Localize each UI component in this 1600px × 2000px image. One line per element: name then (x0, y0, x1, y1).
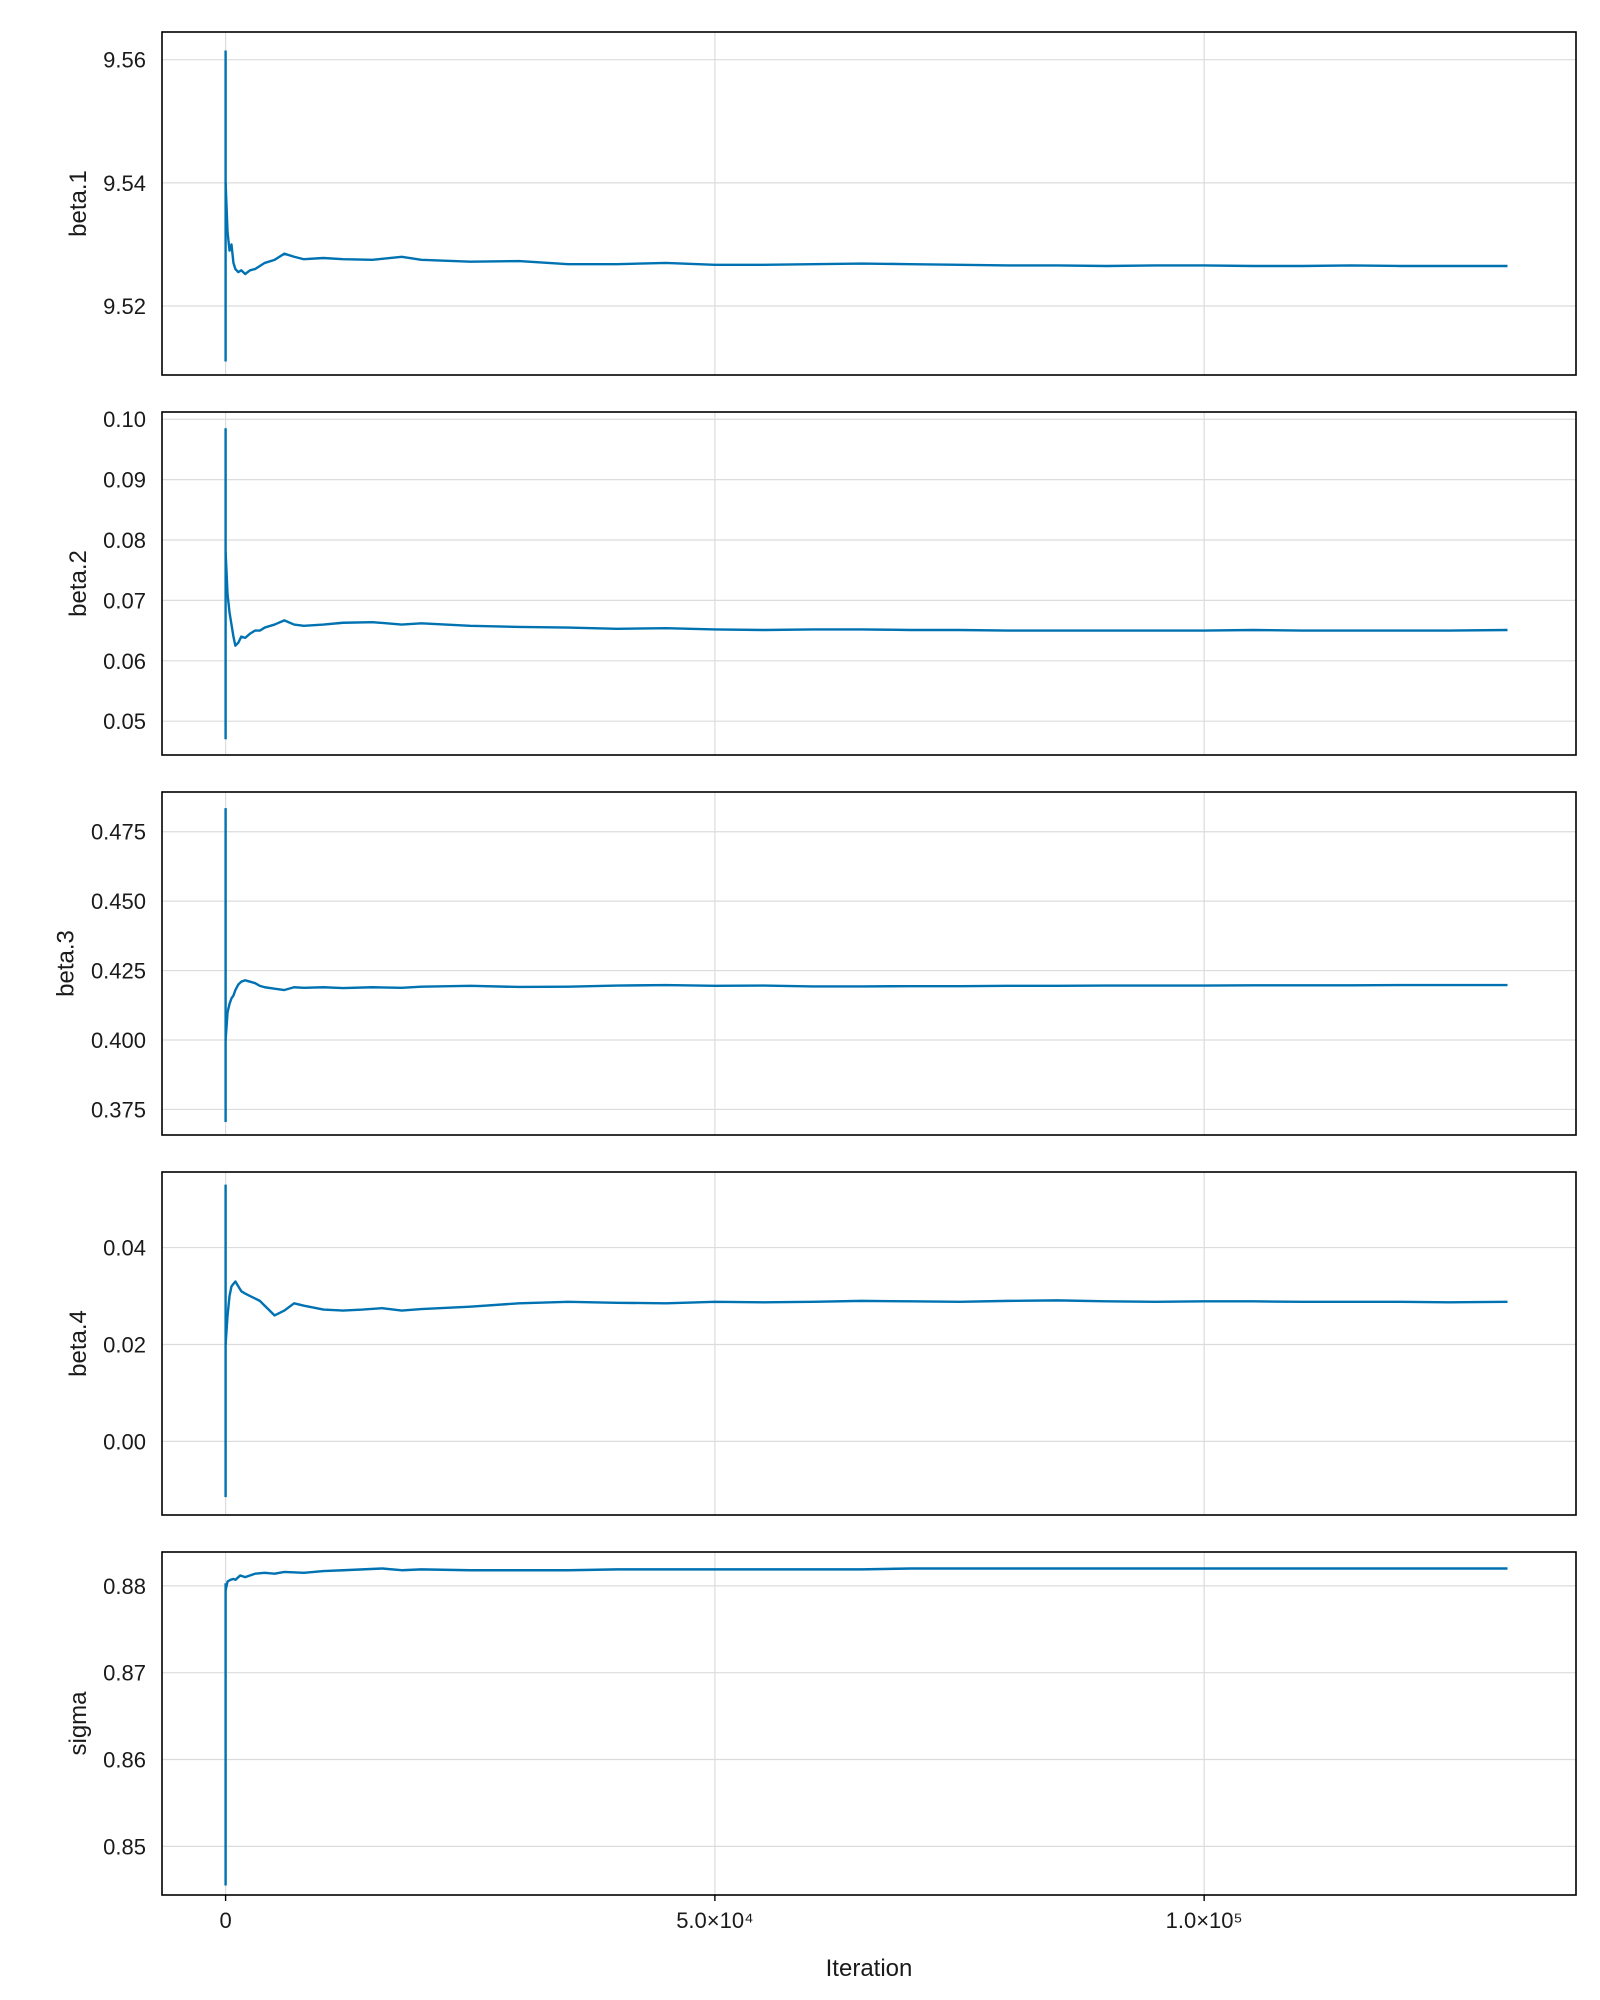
panel-frame (161, 1551, 1577, 1896)
panel-frame (161, 31, 1577, 376)
trace-line-beta-4 (224, 1280, 1508, 1345)
x-tick-label: 5.0×10⁴ (676, 1908, 753, 1933)
y-axis-title: beta.1 (65, 170, 92, 237)
panel-beta-2: 0.05 0.06 0.07 0.08 0.09 0.10 beta.2 (65, 407, 1577, 756)
trace-line-sigma (224, 1567, 1508, 1591)
panel-beta-3: 0.375 0.400 0.425 0.450 0.475 beta.3 (53, 791, 1577, 1136)
series-group (224, 428, 1508, 740)
y-tick-label: 0.00 (103, 1429, 146, 1454)
y-tick-label: 0.05 (103, 709, 146, 734)
series-group (224, 1184, 1508, 1498)
y-tick-label: 0.375 (91, 1097, 146, 1122)
y-tick-label: 0.09 (103, 468, 146, 493)
x-tick-label: 1.0×10⁵ (1166, 1908, 1243, 1933)
y-axis-title: beta.4 (65, 1310, 92, 1377)
y-axis-title: beta.2 (65, 550, 92, 617)
panel-sigma: 0.85 0.86 0.87 0.88 sigma 0 5.0×10⁴ 1.0×10⁵ (65, 1551, 1577, 1933)
panel-frame (161, 1171, 1577, 1516)
series-group (224, 50, 1508, 362)
panel-beta-4: 0.00 0.02 0.04 beta.4 (65, 1171, 1577, 1516)
y-tick-label: 0.02 (103, 1332, 146, 1357)
trace-line-beta-1 (224, 182, 1508, 276)
y-tick-label: 9.54 (103, 171, 146, 196)
x-tick-label: 0 (219, 1908, 231, 1933)
series-group (224, 808, 1508, 1122)
y-axis-title: sigma (65, 1691, 92, 1756)
panel-beta-1: 9.52 9.54 9.56 beta.1 (65, 31, 1577, 376)
y-tick-label: 0.08 (103, 528, 146, 553)
y-tick-label: 0.475 (91, 820, 146, 845)
y-tick-label: 0.88 (103, 1574, 146, 1599)
y-tick-label: 0.450 (91, 889, 146, 914)
y-tick-label: 0.86 (103, 1748, 146, 1773)
y-tick-label: 0.85 (103, 1834, 146, 1859)
x-axis-title: Iteration (826, 1955, 913, 1982)
series-group (224, 1567, 1508, 1886)
panel-frame (161, 411, 1577, 756)
trace-line-beta-2 (224, 552, 1508, 647)
y-tick-label: 0.07 (103, 588, 146, 613)
y-tick-label: 0.06 (103, 649, 146, 674)
y-tick-label: 0.87 (103, 1661, 146, 1686)
trace-line-beta-3 (224, 979, 1508, 1041)
y-tick-label: 9.52 (103, 294, 146, 319)
y-tick-label: 0.400 (91, 1028, 146, 1053)
y-axis-title: beta.3 (53, 930, 80, 997)
y-tick-label: 0.04 (103, 1236, 146, 1261)
y-tick-label: 9.56 (103, 48, 146, 73)
y-tick-label: 0.10 (103, 407, 146, 432)
y-tick-label: 0.425 (91, 959, 146, 984)
panel-frame (161, 791, 1577, 1136)
